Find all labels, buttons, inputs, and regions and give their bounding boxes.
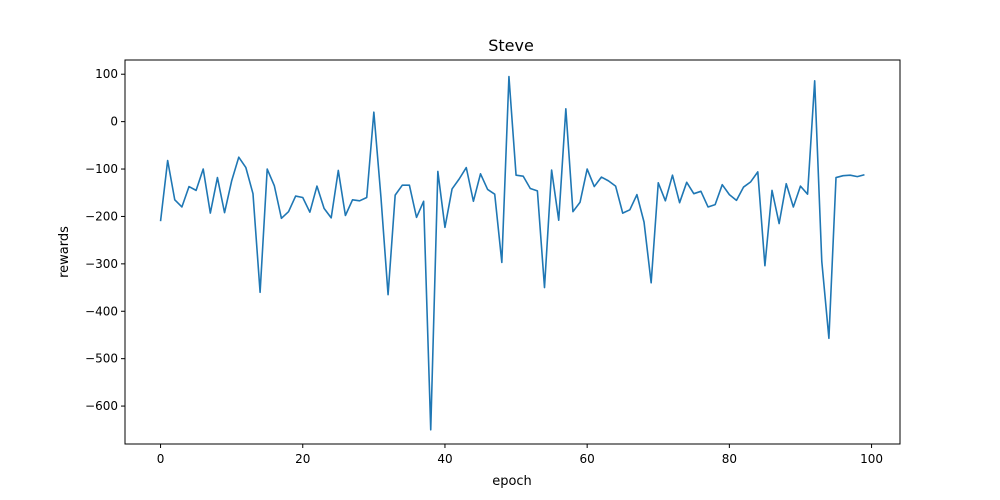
x-tick-label: 80 xyxy=(722,452,737,466)
x-tick-label: 60 xyxy=(580,452,595,466)
y-tick-label: −100 xyxy=(85,162,118,176)
y-tick-label: −200 xyxy=(85,209,118,223)
x-tick-label: 100 xyxy=(860,452,883,466)
y-tick-label: 0 xyxy=(110,115,118,129)
y-tick-label: −400 xyxy=(85,304,118,318)
x-tick-label: 20 xyxy=(295,452,310,466)
y-tick-label: 100 xyxy=(95,67,118,81)
x-axis-label: epoch xyxy=(492,474,532,489)
x-tick-label: 0 xyxy=(157,452,165,466)
y-axis-label: rewards xyxy=(57,226,72,278)
x-tick-label: 40 xyxy=(437,452,452,466)
chart-title: Steve xyxy=(488,36,534,55)
y-tick-label: −300 xyxy=(85,257,118,271)
axis-ticks: 0 20 40 60 80 100 −600 −500 −400 −300 −200 −100 0 100 xyxy=(85,67,883,466)
plot-area xyxy=(159,75,865,431)
series-line xyxy=(159,75,865,431)
y-tick-label: −600 xyxy=(85,399,118,413)
y-tick-label: −500 xyxy=(85,352,118,366)
plot-frame xyxy=(124,59,901,445)
